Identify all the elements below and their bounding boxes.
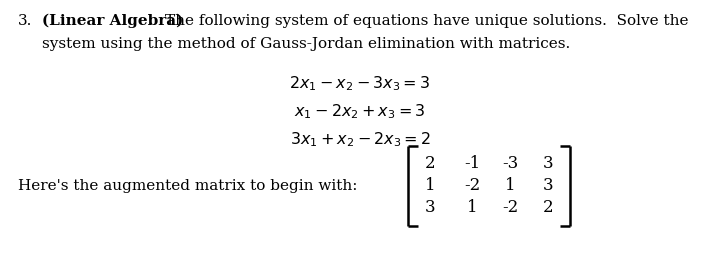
Text: $2x_1 - x_2 - 3x_3 = 3$: $2x_1 - x_2 - 3x_3 = 3$ <box>289 74 431 93</box>
Text: The following system of equations have unique solutions.  Solve the: The following system of equations have u… <box>165 14 688 28</box>
Text: 1: 1 <box>425 177 436 195</box>
Text: -2: -2 <box>464 177 480 195</box>
Text: 1: 1 <box>505 177 516 195</box>
Text: 3.: 3. <box>18 14 32 28</box>
Text: 2: 2 <box>425 155 436 172</box>
Text: $3x_1 + x_2 - 2x_3 = 2$: $3x_1 + x_2 - 2x_3 = 2$ <box>289 130 431 149</box>
Text: (Linear Algebra): (Linear Algebra) <box>42 14 184 28</box>
Text: -1: -1 <box>464 155 480 172</box>
Text: 2: 2 <box>543 200 553 216</box>
Text: system using the method of Gauss-Jordan elimination with matrices.: system using the method of Gauss-Jordan … <box>42 37 570 51</box>
Text: -3: -3 <box>502 155 518 172</box>
Text: 3: 3 <box>543 155 553 172</box>
Text: 3: 3 <box>425 200 436 216</box>
Text: 1: 1 <box>467 200 477 216</box>
Text: $x_1 - 2x_2 + x_3 = 3$: $x_1 - 2x_2 + x_3 = 3$ <box>294 102 426 121</box>
Text: 3: 3 <box>543 177 553 195</box>
Text: Here's the augmented matrix to begin with:: Here's the augmented matrix to begin wit… <box>18 179 358 193</box>
Text: -2: -2 <box>502 200 518 216</box>
